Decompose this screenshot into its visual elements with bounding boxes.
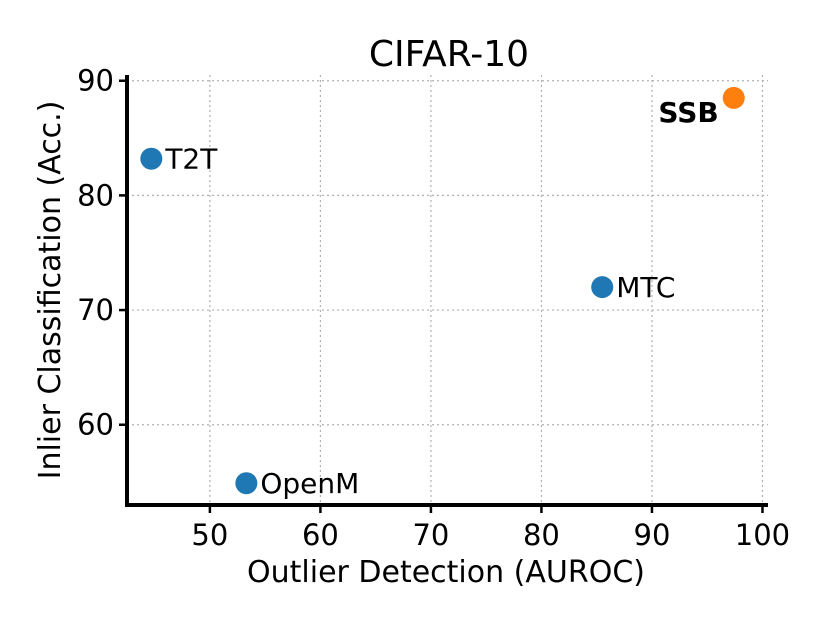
y-axis-label: Inlier Classification (Acc.) bbox=[33, 101, 68, 480]
x-tick-label: 90 bbox=[634, 518, 671, 552]
y-tick-label: 90 bbox=[77, 64, 114, 98]
chart-title: CIFAR-10 bbox=[369, 34, 529, 75]
x-tick-label: 60 bbox=[302, 518, 339, 552]
x-tick-label: 80 bbox=[523, 518, 560, 552]
data-point-t2t bbox=[140, 147, 163, 170]
data-point-openm bbox=[235, 472, 258, 495]
axes bbox=[125, 75, 768, 507]
point-label-t2t: T2T bbox=[164, 143, 218, 176]
point-label-openm: OpenM bbox=[260, 467, 359, 500]
point-label-ssb: SSB bbox=[658, 96, 718, 129]
ticks: 50 60 70 80 90 100 60 70 80 90 bbox=[77, 64, 790, 552]
y-tick-label: 70 bbox=[77, 293, 114, 327]
data-point-ssb bbox=[722, 86, 745, 109]
data-points: T2T OpenM MTC SSB bbox=[140, 86, 745, 500]
x-axis-label: Outlier Detection (AUROC) bbox=[247, 555, 645, 590]
point-label-mtc: MTC bbox=[616, 271, 675, 304]
x-tick-label: 70 bbox=[412, 518, 449, 552]
grid bbox=[127, 75, 768, 505]
x-tick-label: 100 bbox=[735, 518, 790, 552]
x-tick-label: 50 bbox=[191, 518, 228, 552]
y-tick-label: 80 bbox=[77, 178, 114, 212]
y-tick-label: 60 bbox=[77, 408, 114, 442]
data-point-mtc bbox=[591, 276, 614, 299]
